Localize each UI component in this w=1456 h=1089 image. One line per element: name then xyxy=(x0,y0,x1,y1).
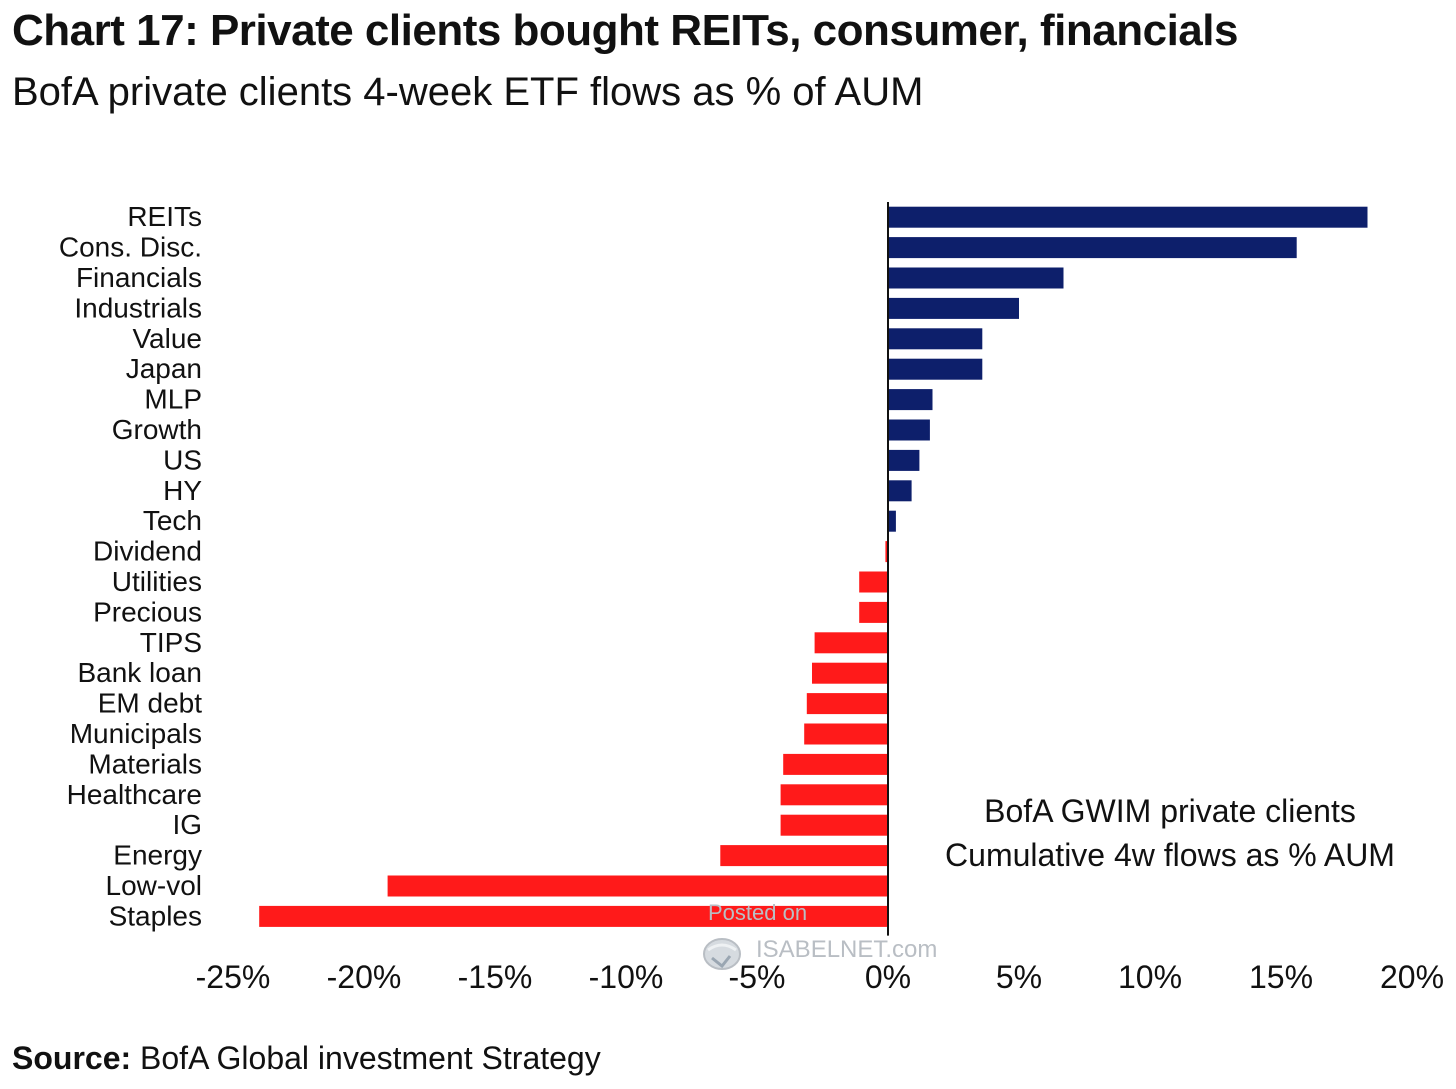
category-label: REITs xyxy=(127,201,202,232)
chart-annotation: BofA GWIM private clients xyxy=(984,793,1356,829)
category-label: Industrials xyxy=(74,292,202,323)
x-tick-label: -25% xyxy=(196,959,271,995)
category-label: Municipals xyxy=(70,718,202,749)
bar-low-vol xyxy=(387,875,888,897)
chart-title: Chart 17: Private clients bought REITs, … xyxy=(12,6,1238,55)
bar-utilities xyxy=(859,571,888,593)
bar-staples xyxy=(259,905,888,927)
category-label: Staples xyxy=(109,900,202,931)
bar-ig xyxy=(780,814,888,836)
category-label: Materials xyxy=(88,748,202,779)
x-tick-label: 5% xyxy=(996,959,1042,995)
x-tick-label: -5% xyxy=(729,959,786,995)
category-label: HY xyxy=(163,475,202,506)
category-label: Healthcare xyxy=(67,779,202,810)
bar-em-debt xyxy=(806,693,888,715)
category-label: US xyxy=(163,444,202,475)
bar-us xyxy=(888,449,920,471)
category-label: Dividend xyxy=(93,536,202,567)
x-tick-label: 0% xyxy=(865,959,911,995)
category-label: TIPS xyxy=(140,627,202,658)
bar-materials xyxy=(783,753,888,775)
source-text: BofA Global investment Strategy xyxy=(131,1040,601,1076)
category-label: Energy xyxy=(113,840,202,871)
bar-precious xyxy=(859,601,888,623)
category-label: Growth xyxy=(112,414,202,445)
bar-municipals xyxy=(804,723,888,745)
category-label: Utilities xyxy=(112,566,202,597)
bar-value xyxy=(888,328,983,350)
category-label: Low-vol xyxy=(106,870,202,901)
category-label: MLP xyxy=(144,384,202,415)
bar-dividend xyxy=(885,541,888,563)
bar-hy xyxy=(888,480,912,502)
bar-mlp xyxy=(888,389,933,411)
category-label: Cons. Disc. xyxy=(59,232,202,263)
category-label: Value xyxy=(132,323,202,354)
category-label: Financials xyxy=(76,262,202,293)
bar-reits xyxy=(888,206,1368,228)
category-label: IG xyxy=(172,809,202,840)
bar-bank-loan xyxy=(812,662,888,684)
x-tick-label: 20% xyxy=(1380,959,1444,995)
bar-energy xyxy=(720,845,888,867)
x-tick-label: -10% xyxy=(589,959,664,995)
x-tick-label: -20% xyxy=(327,959,402,995)
watermark-posted-on: Posted on xyxy=(708,900,808,925)
source-note: Source: BofA Global investment Strategy xyxy=(12,1040,601,1077)
bar-financials xyxy=(888,267,1064,289)
source-label: Source: xyxy=(12,1040,132,1076)
category-label: Japan xyxy=(126,353,202,384)
category-label: Precious xyxy=(93,596,202,627)
category-label: Tech xyxy=(143,505,202,536)
bar-industrials xyxy=(888,297,1019,319)
watermark-site: ISABELNET.com xyxy=(756,936,938,963)
category-label: Bank loan xyxy=(77,657,202,688)
x-tick-label: 15% xyxy=(1249,959,1313,995)
bar-cons-disc xyxy=(888,237,1297,259)
bar-healthcare xyxy=(780,784,888,806)
bar-growth xyxy=(888,419,930,441)
bar-japan xyxy=(888,358,983,380)
globe-icon xyxy=(703,938,741,970)
x-tick-label: 10% xyxy=(1118,959,1182,995)
x-tick-label: -15% xyxy=(458,959,533,995)
category-label: EM debt xyxy=(98,688,202,719)
chart-annotation: Cumulative 4w flows as % AUM xyxy=(945,837,1395,873)
bar-tips xyxy=(814,632,888,654)
bar-tech xyxy=(888,510,896,532)
chart-subtitle: BofA private clients 4-week ETF flows as… xyxy=(12,70,924,114)
